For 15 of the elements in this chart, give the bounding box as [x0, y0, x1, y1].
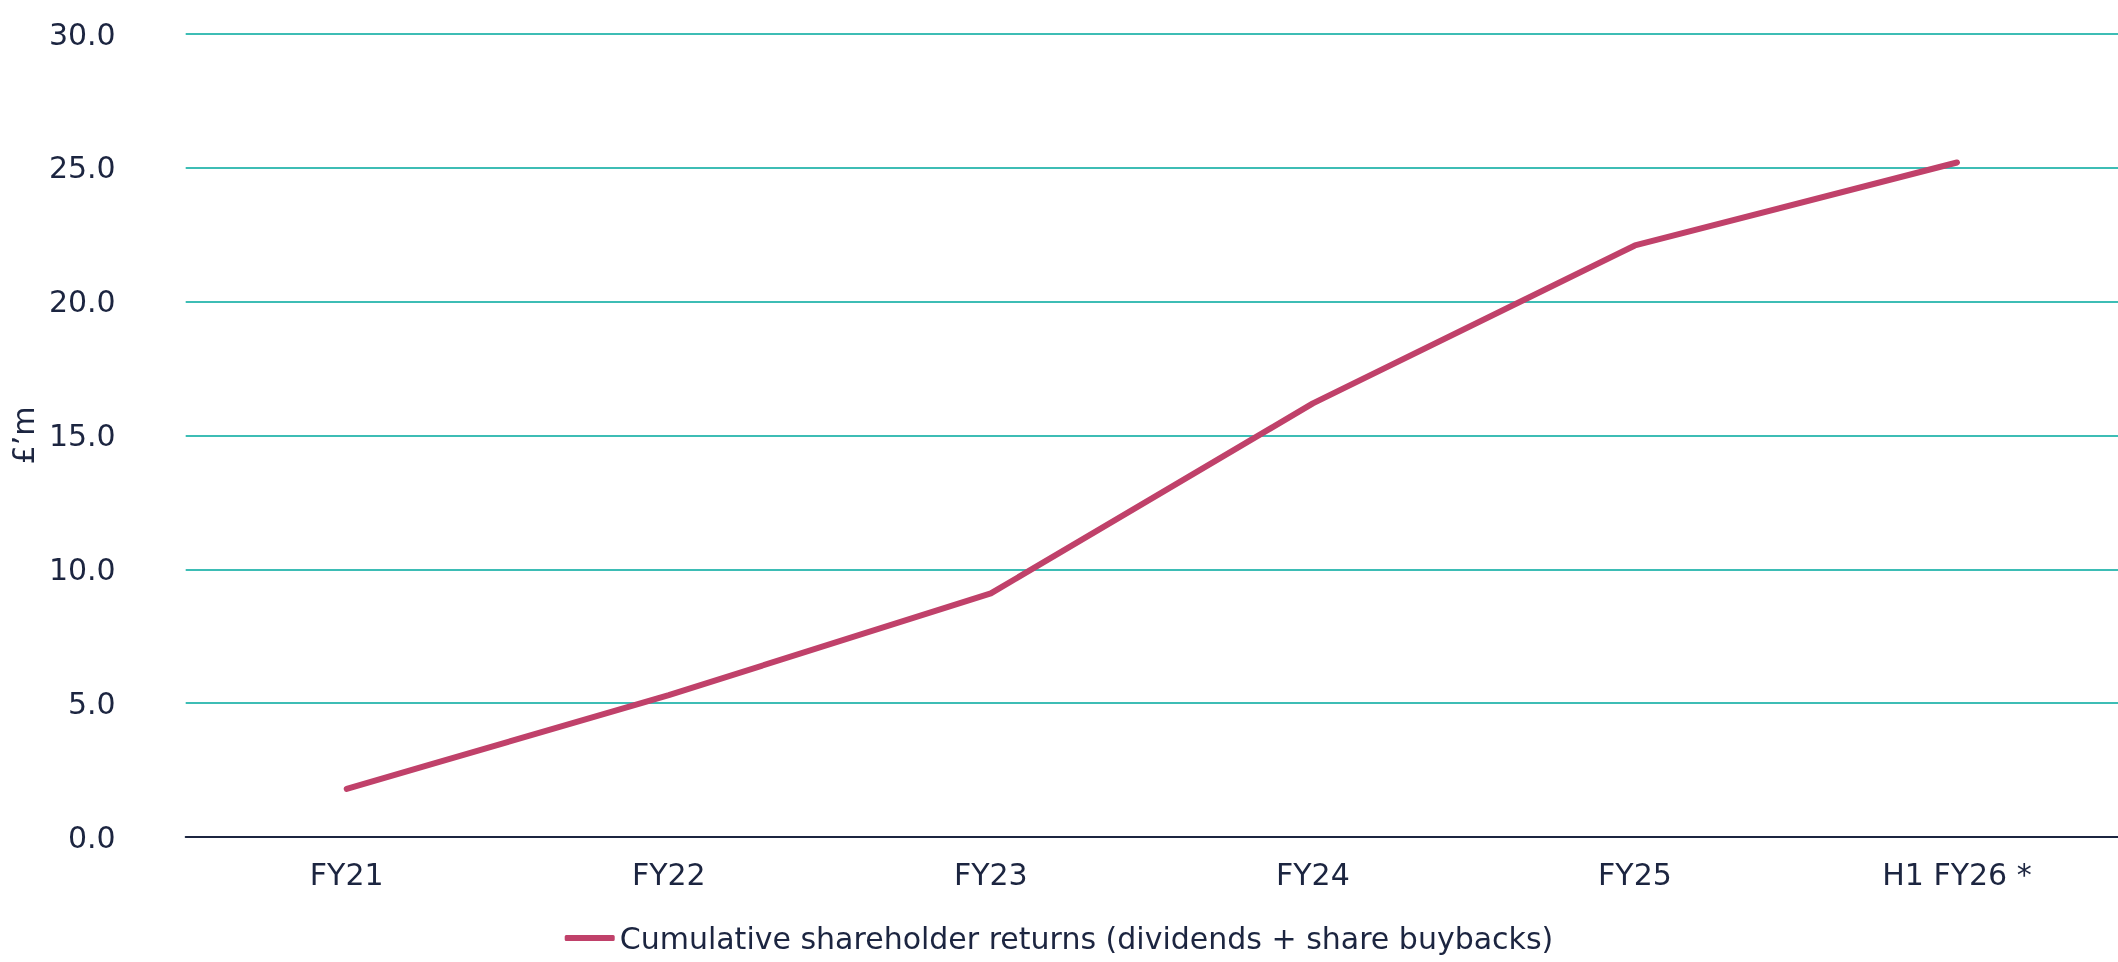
x-tick-label: FY24 [1275, 856, 1350, 892]
y-tick-label: 30.0 [48, 16, 116, 52]
y-tick-label: 25.0 [48, 150, 116, 186]
legend-label: Cumulative shareholder returns (dividends + share buybacks) [619, 920, 1554, 956]
x-tick-label: FY23 [953, 856, 1028, 892]
y-tick-label: 15.0 [48, 418, 116, 453]
y-tick-label: 5.0 [67, 685, 116, 721]
y-tick-label: 10.0 [48, 551, 116, 587]
x-tick-label: H1 FY26 * [1882, 856, 2032, 892]
y-tick-label: 20.0 [48, 284, 116, 320]
x-tick-label: FY22 [631, 856, 706, 892]
y-tick-label: 0.0 [67, 819, 116, 855]
y-axis-title: £’m [5, 406, 41, 465]
x-tick-label: FY25 [1598, 856, 1672, 892]
x-tick-label: FY21 [309, 856, 384, 892]
